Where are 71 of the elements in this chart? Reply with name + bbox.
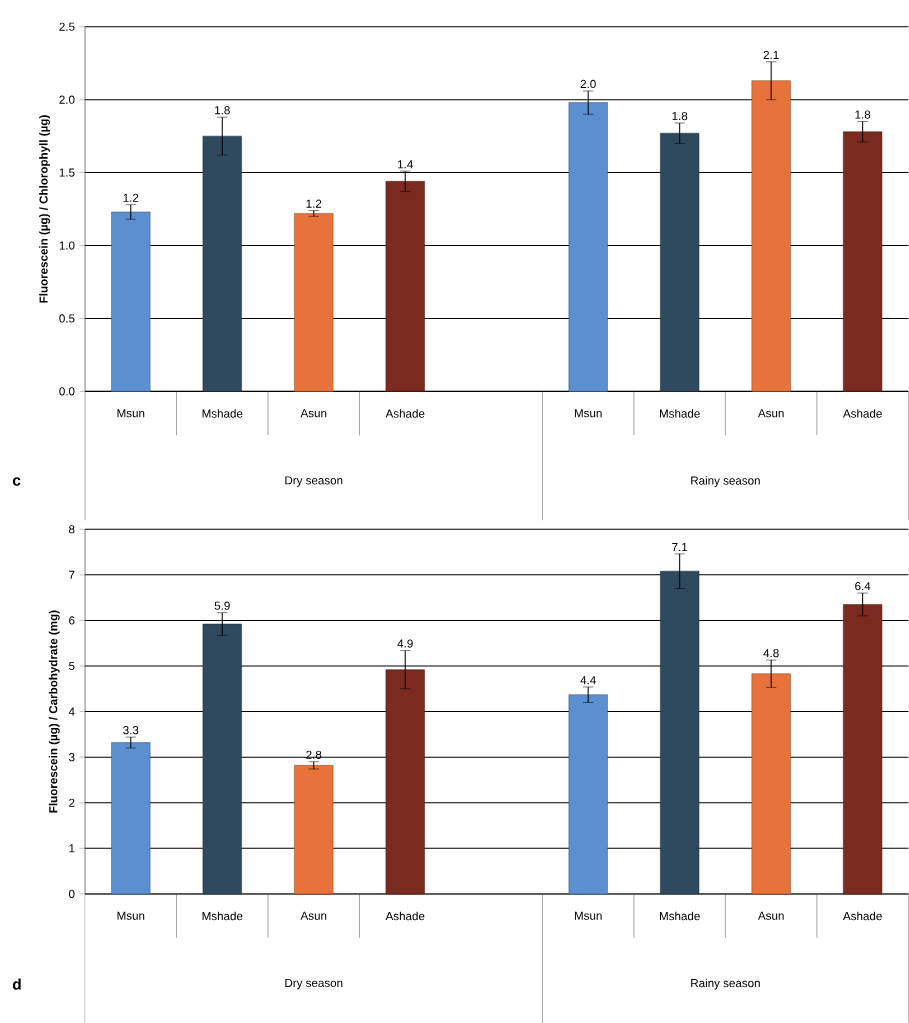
text: Dry season [285, 978, 343, 990]
x-tick-label: Msun [117, 911, 145, 920]
y-tick-label: 0.5 [59, 314, 75, 323]
bar [385, 181, 425, 392]
x-tick-label: Ashade [843, 409, 882, 418]
bar [202, 135, 242, 392]
x-tick-label: Asun [758, 911, 784, 920]
data-label: 1.2 [123, 193, 139, 202]
text: Dry season [285, 476, 343, 487]
x-tick-label: Mshade [660, 409, 700, 418]
bar [751, 673, 791, 895]
x-tick-label: Msun [575, 911, 602, 920]
bar [843, 604, 883, 895]
text: d [12, 978, 21, 990]
y-axis-title: Fluorescein (µg) / Carbohydrate (mg) [48, 610, 60, 813]
y-tick-label: 7 [69, 570, 75, 579]
data-label: 2.0 [580, 79, 596, 89]
x-tick-label: Ashade [385, 409, 425, 418]
x-tick-label: Mshade [202, 409, 243, 418]
y-tick-label: 0 [69, 889, 75, 899]
text: Rainy season [691, 978, 760, 990]
x-tick-label: Asun [300, 409, 327, 418]
bar [751, 80, 791, 392]
y-tick-label: 2 [69, 798, 75, 807]
text: c [12, 477, 21, 486]
data-label: 1.8 [855, 110, 871, 119]
bar [111, 742, 151, 895]
y-tick-label: 1.5 [59, 168, 75, 177]
data-label: 1.8 [672, 111, 688, 121]
x-tick-label: Mshade [202, 911, 243, 921]
x-tick-label: Msun [117, 409, 145, 418]
y-tick-label: 5 [69, 661, 75, 671]
data-label: 2.8 [306, 750, 322, 759]
data-label: 4.8 [763, 649, 779, 658]
bar [202, 623, 242, 895]
data-label: 1.4 [398, 160, 413, 169]
data-label: 6.4 [855, 582, 871, 591]
bar [568, 102, 608, 392]
x-tick-label: Asun [758, 409, 784, 418]
bar [843, 131, 883, 392]
text: Rainy season [691, 476, 760, 487]
y-tick-label: 1 [69, 844, 75, 853]
bar [111, 211, 151, 392]
data-label: 3.3 [123, 726, 139, 735]
bar [294, 765, 334, 895]
x-tick-label: Mshade [660, 911, 700, 921]
y-tick-label: 0.0 [59, 387, 75, 396]
x-tick-label: Msun [575, 409, 602, 418]
data-label: 4.4 [580, 676, 596, 685]
y-tick-label: 4 [68, 707, 75, 716]
y-tick-label: 3 [69, 753, 75, 762]
data-label: 1.2 [306, 199, 322, 208]
y-tick-label: 6 [69, 616, 75, 625]
y-tick-label: 8 [69, 525, 75, 534]
bar [385, 669, 425, 895]
y-tick-label: 2.5 [59, 22, 75, 31]
bar [660, 570, 700, 895]
data-label: 7.1 [672, 543, 688, 552]
x-tick-label: Asun [300, 911, 327, 920]
y-axis-title: Fluorescein (µg) / Chlorophyll (µg) [39, 115, 51, 303]
x-tick-label: Ashade [385, 911, 425, 921]
bar [660, 132, 700, 392]
bar [294, 213, 334, 392]
data-label: 4.9 [397, 639, 413, 648]
bar [568, 694, 608, 895]
y-tick-label: 1.0 [59, 241, 75, 250]
data-label: 2.1 [763, 50, 779, 59]
data-label: 5.9 [214, 601, 230, 610]
x-tick-label: Ashade [843, 911, 882, 921]
data-label: 1.8 [215, 106, 230, 115]
y-tick-label: 2.0 [59, 95, 75, 104]
